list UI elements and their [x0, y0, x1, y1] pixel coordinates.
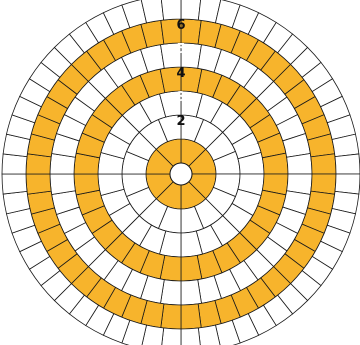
ring-5 [49, 42, 313, 306]
ring-7-segment [334, 173, 360, 195]
ring-4 [73, 66, 289, 282]
ring-6-segment [180, 303, 202, 330]
ring-7-segment [334, 153, 360, 175]
ring-7-segment [140, 0, 165, 24]
ring-7-segment [180, 0, 202, 21]
ring-6-segment [25, 173, 52, 195]
ring-label-6: 6 [176, 18, 185, 33]
ring-7-segment [161, 327, 182, 345]
ring-6 [25, 18, 337, 330]
ring-5-segment [49, 173, 76, 195]
ring-label-2: 2 [176, 114, 185, 129]
ring-label-5: 5 [176, 42, 185, 57]
ring-7-segment [197, 324, 221, 345]
ring-7-segment [180, 327, 201, 345]
ring-7-segment [121, 0, 147, 29]
ring-7-segment [215, 319, 241, 345]
ring-7-segment [1, 153, 28, 175]
ring-7-segment [197, 0, 222, 24]
ring-5-segment [286, 153, 313, 175]
ring-7-segment [160, 0, 182, 21]
ring-6-segment [310, 153, 337, 175]
ring-labels: 2 3 4 5 6 [176, 18, 185, 129]
ring-label-4: 4 [176, 66, 185, 81]
ring-7-segment [1, 173, 28, 195]
center-hole [169, 162, 193, 186]
ring-5-segment [180, 279, 202, 306]
ring-label-3: 3 [176, 90, 185, 105]
ring-7-segment [141, 324, 165, 345]
